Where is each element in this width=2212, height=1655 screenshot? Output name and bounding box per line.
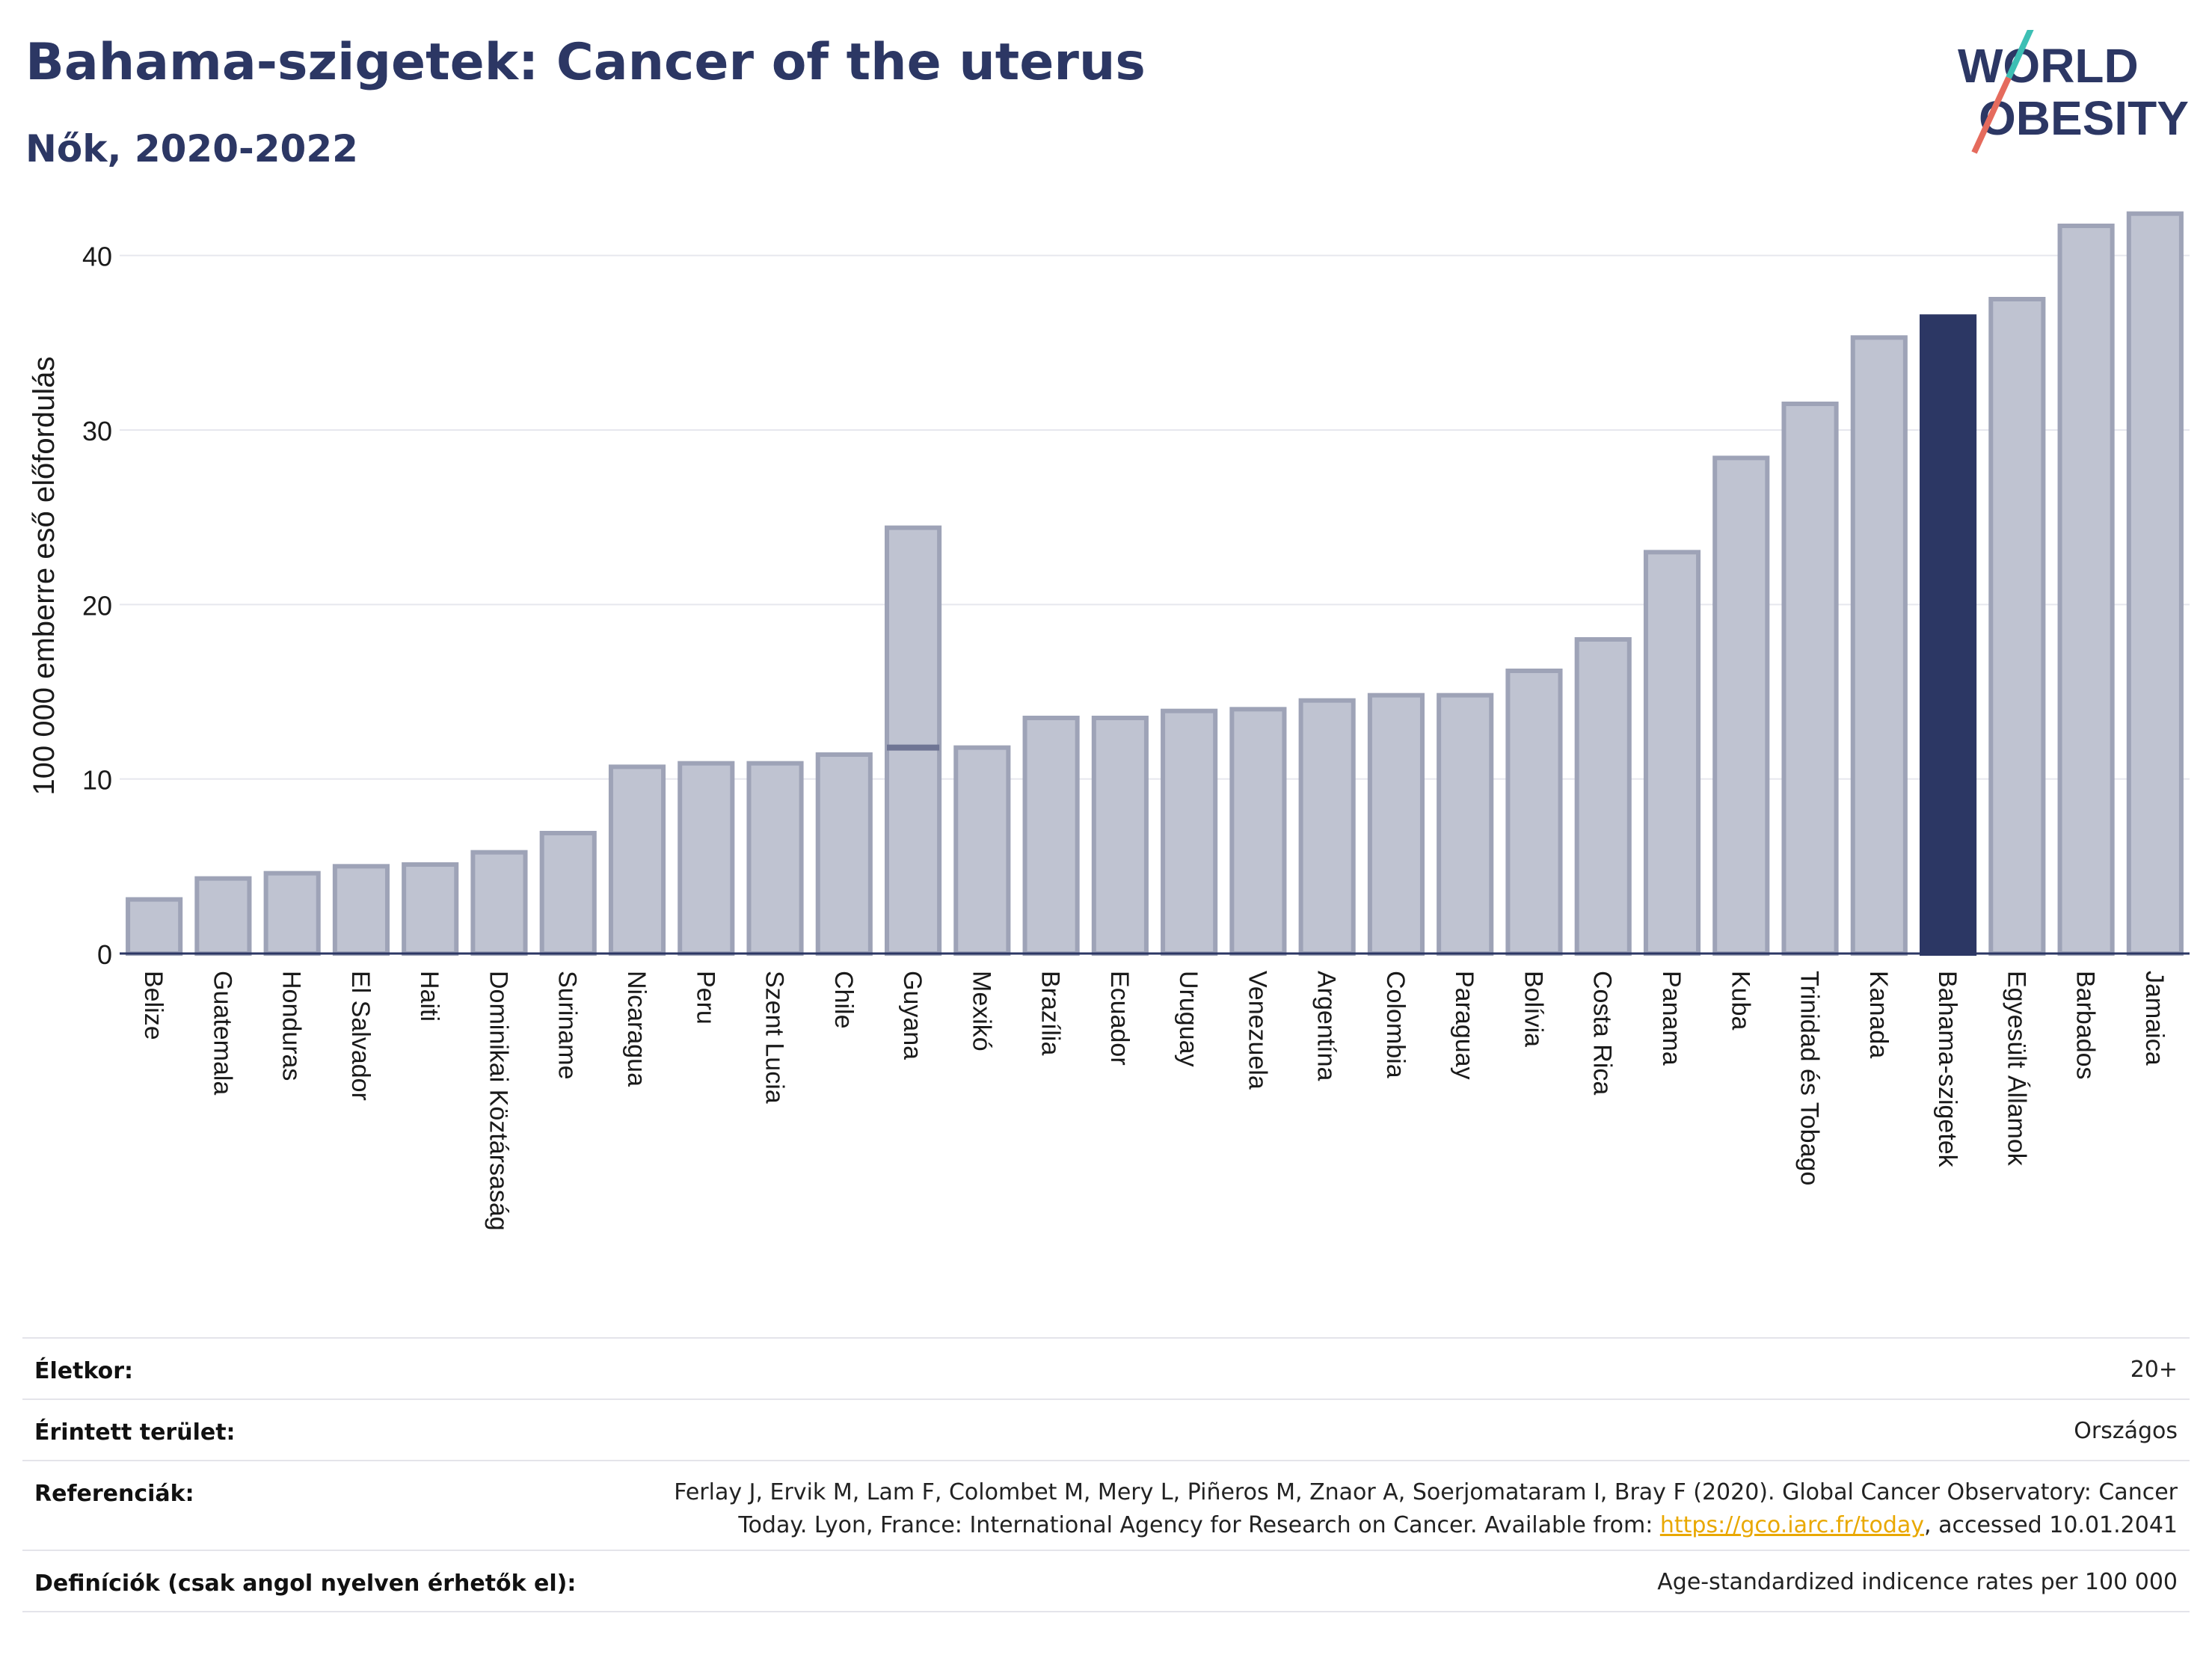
x-tick-label: Honduras bbox=[277, 971, 306, 1081]
references-line2-pre: Today. Lyon, France: International Agenc… bbox=[738, 1512, 1660, 1538]
bar-Ecuador bbox=[1091, 716, 1149, 956]
x-tick-label: Guyana bbox=[898, 971, 927, 1060]
x-tick-label: Colombia bbox=[1381, 971, 1410, 1078]
x-tick-label: Panama bbox=[1657, 971, 1686, 1066]
x-tick-label: Szent Lucia bbox=[761, 971, 789, 1104]
x-tick-label: Haiti bbox=[415, 971, 443, 1022]
y-tick-labels: 0 10 20 30 40 bbox=[82, 242, 112, 970]
bar-El Salvador bbox=[332, 864, 390, 957]
bar-Bahama-szigetek bbox=[1920, 314, 1977, 957]
bar-Venezuela bbox=[1229, 707, 1287, 956]
x-tick-label: Paraguay bbox=[1450, 971, 1478, 1080]
info-row-age: Életkor: 20+ bbox=[22, 1337, 2190, 1400]
bar-Bolívia bbox=[1505, 669, 1563, 956]
references-value: Ferlay J, Ervik M, Lam F, Colombet M, Me… bbox=[674, 1476, 2178, 1542]
x-tick-label: Guatemala bbox=[208, 971, 236, 1095]
area-value: Országos bbox=[2074, 1418, 2178, 1444]
logo-teal-stroke bbox=[2006, 30, 2034, 79]
x-tick-label: Belize bbox=[139, 971, 168, 1040]
x-tick-label: Suriname bbox=[553, 971, 582, 1080]
bar-Trinidad és Tobago bbox=[1781, 402, 1839, 956]
age-label: Életkor: bbox=[34, 1358, 134, 1384]
x-tick-label: Peru bbox=[691, 971, 719, 1025]
bar-Jamaica bbox=[2126, 211, 2184, 956]
info-row-definitions: Definíciók (csak angol nyelven érhetők e… bbox=[22, 1550, 2190, 1612]
x-tick-label: Trinidad és Tobago bbox=[1795, 971, 1824, 1185]
x-tick-label: Bahama-szigetek bbox=[1933, 971, 1961, 1168]
x-tick-label: Kanada bbox=[1864, 971, 1893, 1058]
chart-title: Bahama-szigetek: Cancer of the uterus bbox=[25, 33, 1146, 92]
x-tick-label: Nicaragua bbox=[622, 971, 651, 1087]
info-row-area: Érintett terület: Országos bbox=[22, 1398, 2190, 1461]
x-tick-label: Barbados bbox=[2071, 971, 2100, 1080]
x-tick-label: Kuba bbox=[1726, 971, 1754, 1030]
x-tick-label: Dominikai Köztársaság bbox=[484, 971, 512, 1231]
world-obesity-logo: WORLD OBESITY bbox=[1958, 30, 2189, 154]
bar-Egyesült Államok bbox=[1988, 297, 2046, 956]
bar-Colombia bbox=[1367, 693, 1425, 957]
bar-Kanada bbox=[1850, 335, 1908, 957]
references-line2: Today. Lyon, France: International Agenc… bbox=[674, 1509, 2178, 1542]
bar-Kuba bbox=[1712, 455, 1770, 956]
references-line1: Ferlay J, Ervik M, Lam F, Colombet M, Me… bbox=[674, 1479, 2178, 1505]
bar-Chile bbox=[815, 752, 873, 956]
logo-red-stroke bbox=[1971, 76, 2012, 154]
x-tick-label: Egyesült Államok bbox=[2002, 971, 2030, 1167]
area-label: Érintett terület: bbox=[34, 1419, 236, 1446]
x-tick-label: Brazília bbox=[1036, 971, 1065, 1055]
bar-Paraguay bbox=[1437, 693, 1494, 957]
bar-Haiti bbox=[402, 862, 459, 956]
y-tick-label: 40 bbox=[82, 242, 112, 272]
logo-line2: OBESITY bbox=[1979, 91, 2189, 145]
x-tick-labels: Belize Guatemala Honduras El Salvador Haiti D… bbox=[139, 971, 2169, 1231]
bar-Mexikó bbox=[953, 745, 1011, 957]
bar-chart: Belize Guatemala Honduras El Salvador Haiti D… bbox=[28, 211, 2190, 1231]
x-tick-label: Argentína bbox=[1312, 971, 1341, 1081]
y-axis-label: 100 000 emberre eső előfordulás bbox=[28, 356, 61, 795]
bar-Belize bbox=[126, 897, 183, 956]
x-tick-label: Mexikó bbox=[967, 971, 995, 1051]
definitions-value: Age-standardized indicence rates per 100… bbox=[1657, 1569, 2178, 1595]
bar-Dominikai Köztársaság bbox=[470, 850, 528, 956]
info-row-references: Referenciák: Ferlay J, Ervik M, Lam F, C… bbox=[22, 1460, 2190, 1551]
grid-lines bbox=[120, 254, 2190, 780]
info-bottom-border bbox=[22, 1611, 2190, 1612]
y-tick-label: 10 bbox=[82, 765, 112, 796]
info-table: Életkor: 20+ Érintett terület: Országos … bbox=[22, 1337, 2190, 1621]
bar-Uruguay bbox=[1161, 708, 1218, 957]
x-tick-label: Costa Rica bbox=[1588, 971, 1617, 1095]
bars bbox=[126, 211, 2184, 957]
x-tick-label: Jamaica bbox=[2140, 971, 2169, 1066]
bar-Honduras bbox=[263, 871, 321, 956]
x-tick-label: El Salvador bbox=[346, 971, 375, 1101]
bar-Panama bbox=[1643, 550, 1701, 956]
bar-Barbados bbox=[2057, 224, 2115, 956]
bar-Szent Lucia bbox=[746, 761, 804, 957]
y-tick-label: 30 bbox=[82, 416, 112, 446]
x-tick-label: Ecuador bbox=[1105, 971, 1134, 1066]
bar-Guyana bbox=[885, 525, 942, 956]
bar-Nicaragua bbox=[608, 764, 666, 957]
bar-Brazília bbox=[1022, 716, 1080, 956]
x-tick-label: Bolívia bbox=[1519, 971, 1547, 1047]
references-link[interactable]: https://gco.iarc.fr/today bbox=[1659, 1512, 1925, 1538]
bar-Guatemala bbox=[194, 876, 252, 956]
x-tick-label: Chile bbox=[829, 971, 858, 1028]
bar-Suriname bbox=[539, 831, 597, 956]
logo-line1: WORLD bbox=[1958, 39, 2139, 93]
bar-Argentína bbox=[1298, 698, 1356, 957]
x-tick-label: Uruguay bbox=[1174, 971, 1202, 1067]
y-tick-label: 0 bbox=[97, 939, 112, 970]
y-tick-label: 20 bbox=[82, 590, 112, 621]
age-value: 20+ bbox=[2130, 1357, 2178, 1383]
bar-Costa Rica bbox=[1574, 637, 1632, 956]
references-label: Referenciák: bbox=[34, 1481, 194, 1507]
definitions-label: Definíciók (csak angol nyelven érhetők e… bbox=[34, 1570, 577, 1597]
chart-subtitle: Nők, 2020-2022 bbox=[25, 127, 358, 171]
references-line2-post: , accessed 10.01.2041 bbox=[1924, 1512, 2178, 1538]
bar-Peru bbox=[678, 761, 735, 957]
x-tick-label: Venezuela bbox=[1243, 971, 1271, 1090]
